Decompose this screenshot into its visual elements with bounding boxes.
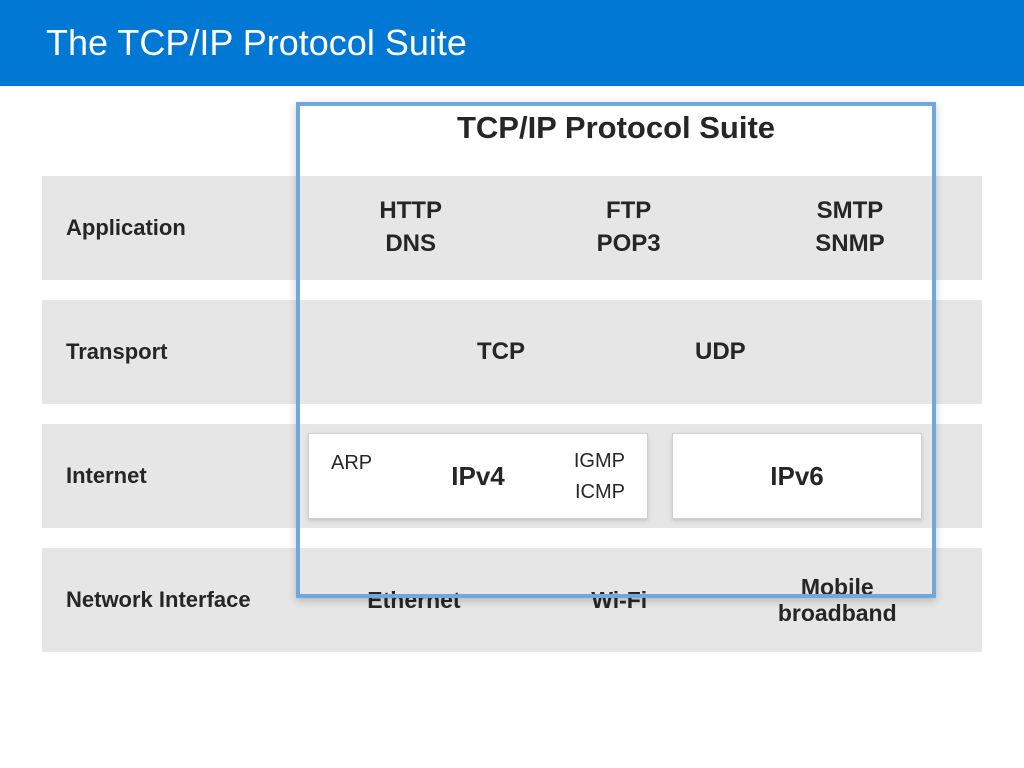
transport-protocols: TCP UDP — [302, 300, 922, 404]
proto-dns: DNS — [385, 230, 436, 259]
layer-transport: Transport TCP UDP — [42, 300, 982, 404]
application-protocols: HTTP DNS FTP POP3 SMTP SNMP — [302, 176, 962, 280]
proto-tcp: TCP — [477, 338, 525, 366]
proto-igmp: IGMP — [574, 450, 625, 473]
layer-label-transport: Transport — [66, 339, 167, 365]
proto-ftp: FTP — [606, 197, 651, 226]
proto-pop3: POP3 — [597, 230, 661, 259]
proto-snmp: SNMP — [815, 230, 884, 259]
layers-stack: Application HTTP DNS FTP POP3 SMTP SNMP … — [42, 176, 982, 672]
proto-ethernet: Ethernet — [367, 587, 460, 614]
proto-col-3: SMTP SNMP — [815, 197, 884, 259]
proto-icmp: ICMP — [575, 481, 625, 504]
layer-application: Application HTTP DNS FTP POP3 SMTP SNMP — [42, 176, 982, 280]
proto-udp: UDP — [695, 338, 746, 366]
diagram-content: TCP/IP Protocol Suite Application HTTP D… — [0, 86, 1024, 106]
proto-ipv6: IPv6 — [770, 461, 824, 492]
ipv4-box: ARP IPv4 IGMP ICMP — [308, 433, 648, 519]
proto-mobile-line2: broadband — [778, 600, 897, 626]
proto-mobile-line1: Mobile — [801, 574, 874, 600]
proto-mobile-broadband: Mobile broadband — [778, 574, 897, 627]
proto-ipv4: IPv4 — [451, 461, 505, 492]
layer-label-netif: Network Interface — [66, 587, 251, 613]
proto-smtp: SMTP — [817, 197, 884, 226]
title-bar: The TCP/IP Protocol Suite — [0, 0, 1024, 86]
layer-label-internet: Internet — [66, 463, 147, 489]
ipv6-box: IPv6 — [672, 433, 922, 519]
suite-heading: TCP/IP Protocol Suite — [296, 110, 936, 146]
layer-label-application: Application — [66, 215, 186, 241]
proto-http: HTTP — [379, 197, 442, 226]
layer-network-interface: Network Interface Ethernet Wi-Fi Mobile … — [42, 548, 982, 652]
proto-wifi: Wi-Fi — [591, 587, 647, 614]
proto-col-1: HTTP DNS — [379, 197, 442, 259]
proto-col-2: FTP POP3 — [597, 197, 661, 259]
page-title: The TCP/IP Protocol Suite — [46, 22, 467, 64]
internet-boxes: ARP IPv4 IGMP ICMP IPv6 — [308, 433, 940, 519]
netif-protocols: Ethernet Wi-Fi Mobile broadband — [302, 548, 962, 652]
layer-internet: Internet ARP IPv4 IGMP ICMP IPv6 — [42, 424, 982, 528]
proto-arp: ARP — [331, 452, 372, 475]
